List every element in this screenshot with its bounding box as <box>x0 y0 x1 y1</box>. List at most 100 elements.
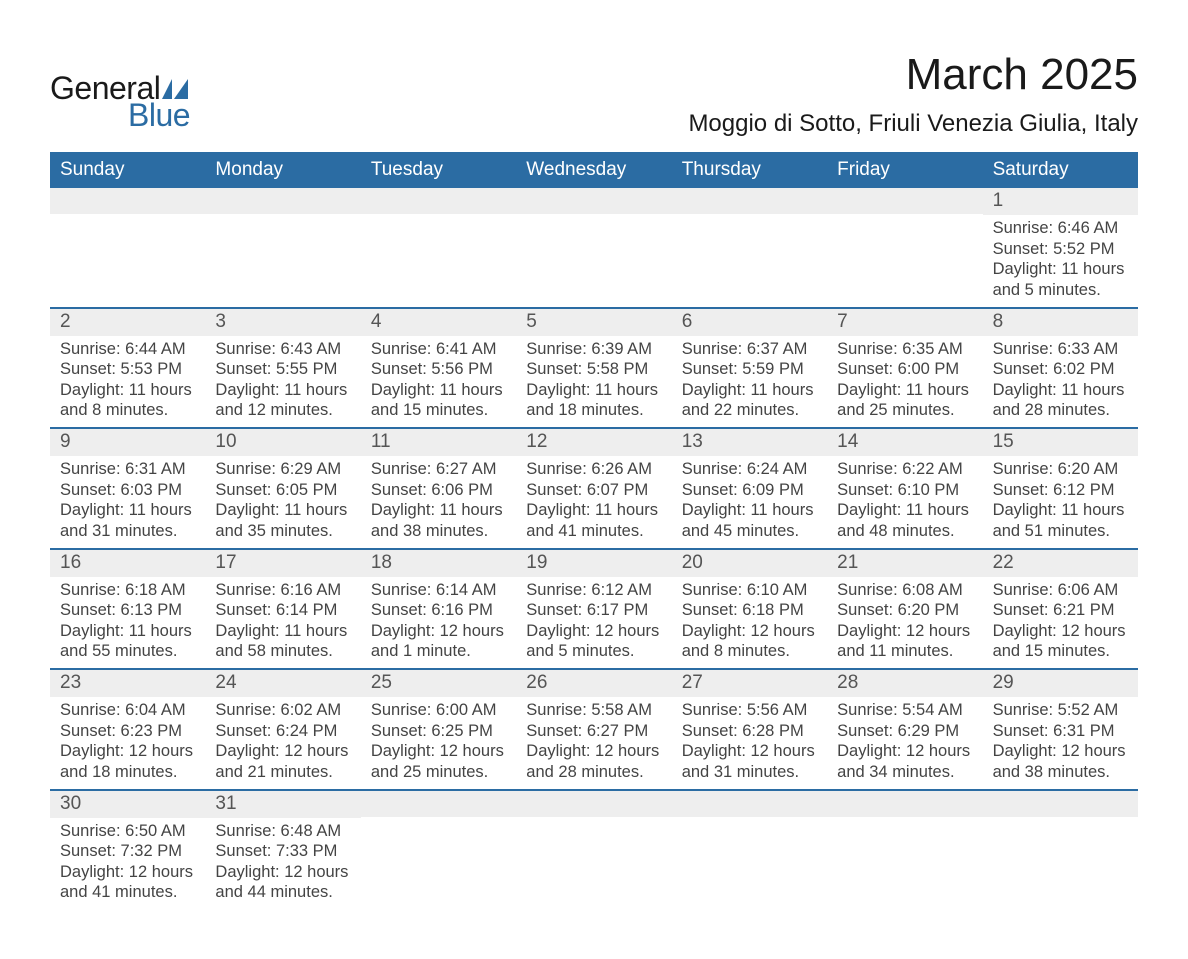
day-number <box>205 188 360 214</box>
logo-text-blue: Blue <box>128 97 190 134</box>
day-number: 1 <box>983 188 1138 215</box>
daylight-text: Daylight: 12 hours and 5 minutes. <box>526 621 661 662</box>
day-number: 20 <box>672 550 827 577</box>
day-number: 11 <box>361 429 516 456</box>
calendar-day: 22Sunrise: 6:06 AMSunset: 6:21 PMDayligh… <box>983 550 1138 669</box>
sunset-text: Sunset: 5:58 PM <box>526 359 661 380</box>
daylight-text: Daylight: 12 hours and 1 minute. <box>371 621 506 662</box>
sunset-text: Sunset: 6:31 PM <box>993 721 1128 742</box>
sunrise-text: Sunrise: 6:41 AM <box>371 339 506 360</box>
calendar-week: 9Sunrise: 6:31 AMSunset: 6:03 PMDaylight… <box>50 429 1138 550</box>
calendar-week: 30Sunrise: 6:50 AMSunset: 7:32 PMDayligh… <box>50 791 1138 910</box>
calendar-day <box>672 791 827 910</box>
calendar-day: 28Sunrise: 5:54 AMSunset: 6:29 PMDayligh… <box>827 670 982 789</box>
day-number: 9 <box>50 429 205 456</box>
day-details: Sunrise: 6:33 AMSunset: 6:02 PMDaylight:… <box>983 336 1138 428</box>
day-details: Sunrise: 6:26 AMSunset: 6:07 PMDaylight:… <box>516 456 671 548</box>
sunrise-text: Sunrise: 6:16 AM <box>215 580 350 601</box>
sunrise-text: Sunrise: 6:43 AM <box>215 339 350 360</box>
day-details: Sunrise: 6:41 AMSunset: 5:56 PMDaylight:… <box>361 336 516 428</box>
calendar-day <box>361 188 516 307</box>
day-number: 17 <box>205 550 360 577</box>
calendar-day: 10 Sunrise: 6:29 AMSunset: 6:05 PMDayligh… <box>205 429 360 548</box>
sunset-text: Sunset: 6:12 PM <box>993 480 1128 501</box>
calendar-week: 23Sunrise: 6:04 AMSunset: 6:23 PMDayligh… <box>50 670 1138 791</box>
daylight-text: Daylight: 11 hours and 35 minutes. <box>215 500 350 541</box>
calendar-body: 1Sunrise: 6:46 AMSunset: 5:52 PMDaylight… <box>50 188 1138 909</box>
day-details <box>361 214 516 223</box>
weekday-header: SundayMondayTuesdayWednesdayThursdayFrid… <box>50 152 1138 188</box>
logo: General Blue <box>50 70 190 134</box>
day-details: Sunrise: 6:16 AMSunset: 6:14 PMDaylight:… <box>205 577 360 669</box>
day-details: Sunrise: 6:24 AMSunset: 6:09 PMDaylight:… <box>672 456 827 548</box>
day-details <box>827 214 982 223</box>
day-details: Sunrise: 6:12 AMSunset: 6:17 PMDaylight:… <box>516 577 671 669</box>
day-number: 6 <box>672 309 827 336</box>
sunrise-text: Sunrise: 5:52 AM <box>993 700 1128 721</box>
day-number <box>983 791 1138 817</box>
header: General Blue March 2025 Moggio di Sotto,… <box>50 50 1138 138</box>
day-number: 12 <box>516 429 671 456</box>
day-number: 26 <box>516 670 671 697</box>
sunset-text: Sunset: 6:28 PM <box>682 721 817 742</box>
calendar-day: 1Sunrise: 6:46 AMSunset: 5:52 PMDaylight… <box>983 188 1138 307</box>
day-number: 28 <box>827 670 982 697</box>
weekday-header-cell: Monday <box>205 152 360 188</box>
calendar-week: 16Sunrise: 6:18 AMSunset: 6:13 PMDayligh… <box>50 550 1138 671</box>
month-title: March 2025 <box>688 50 1138 100</box>
sunset-text: Sunset: 6:06 PM <box>371 480 506 501</box>
day-details: Sunrise: 6:00 AMSunset: 6:25 PMDaylight:… <box>361 697 516 789</box>
day-number: 16 <box>50 550 205 577</box>
day-number: 29 <box>983 670 1138 697</box>
day-details: Sunrise: 6:14 AMSunset: 6:16 PMDaylight:… <box>361 577 516 669</box>
sunrise-text: Sunrise: 6:06 AM <box>993 580 1128 601</box>
sunset-text: Sunset: 6:18 PM <box>682 600 817 621</box>
day-details <box>516 214 671 223</box>
calendar-day: 12Sunrise: 6:26 AMSunset: 6:07 PMDayligh… <box>516 429 671 548</box>
day-details: Sunrise: 6:37 AMSunset: 5:59 PMDaylight:… <box>672 336 827 428</box>
sunrise-text: Sunrise: 6:02 AM <box>215 700 350 721</box>
sunset-text: Sunset: 6:05 PM <box>215 480 350 501</box>
calendar-day: 17Sunrise: 6:16 AMSunset: 6:14 PMDayligh… <box>205 550 360 669</box>
weekday-header-cell: Sunday <box>50 152 205 188</box>
calendar-day: 25Sunrise: 6:00 AMSunset: 6:25 PMDayligh… <box>361 670 516 789</box>
daylight-text: Daylight: 11 hours and 25 minutes. <box>837 380 972 421</box>
sunset-text: Sunset: 6:07 PM <box>526 480 661 501</box>
day-details <box>50 214 205 223</box>
sunset-text: Sunset: 6:09 PM <box>682 480 817 501</box>
day-number: 18 <box>361 550 516 577</box>
sunset-text: Sunset: 5:56 PM <box>371 359 506 380</box>
day-details: Sunrise: 6:10 AMSunset: 6:18 PMDaylight:… <box>672 577 827 669</box>
calendar-day: 30Sunrise: 6:50 AMSunset: 7:32 PMDayligh… <box>50 791 205 910</box>
daylight-text: Daylight: 11 hours and 22 minutes. <box>682 380 817 421</box>
day-number: 15 <box>983 429 1138 456</box>
day-number <box>672 791 827 817</box>
day-number <box>516 791 671 817</box>
calendar-day: 19Sunrise: 6:12 AMSunset: 6:17 PMDayligh… <box>516 550 671 669</box>
sunset-text: Sunset: 5:55 PM <box>215 359 350 380</box>
sunset-text: Sunset: 6:23 PM <box>60 721 195 742</box>
day-details <box>983 817 1138 826</box>
daylight-text: Daylight: 11 hours and 8 minutes. <box>60 380 195 421</box>
day-number <box>516 188 671 214</box>
calendar-day <box>827 188 982 307</box>
calendar-day <box>361 791 516 910</box>
day-number: 10 <box>205 429 360 456</box>
day-number <box>50 188 205 214</box>
daylight-text: Daylight: 11 hours and 5 minutes. <box>993 259 1128 300</box>
sunrise-text: Sunrise: 5:56 AM <box>682 700 817 721</box>
calendar-day <box>672 188 827 307</box>
sunrise-text: Sunrise: 6:08 AM <box>837 580 972 601</box>
daylight-text: Daylight: 11 hours and 55 minutes. <box>60 621 195 662</box>
calendar: SundayMondayTuesdayWednesdayThursdayFrid… <box>50 152 1138 909</box>
calendar-day: 6Sunrise: 6:37 AMSunset: 5:59 PMDaylight… <box>672 309 827 428</box>
day-details <box>205 214 360 223</box>
day-number: 30 <box>50 791 205 818</box>
sunrise-text: Sunrise: 6:29 AM <box>215 459 350 480</box>
sunset-text: Sunset: 6:16 PM <box>371 600 506 621</box>
daylight-text: Daylight: 12 hours and 41 minutes. <box>60 862 195 903</box>
calendar-day: 14Sunrise: 6:22 AMSunset: 6:10 PMDayligh… <box>827 429 982 548</box>
sunrise-text: Sunrise: 6:37 AM <box>682 339 817 360</box>
calendar-day: 20Sunrise: 6:10 AMSunset: 6:18 PMDayligh… <box>672 550 827 669</box>
sunrise-text: Sunrise: 6:18 AM <box>60 580 195 601</box>
